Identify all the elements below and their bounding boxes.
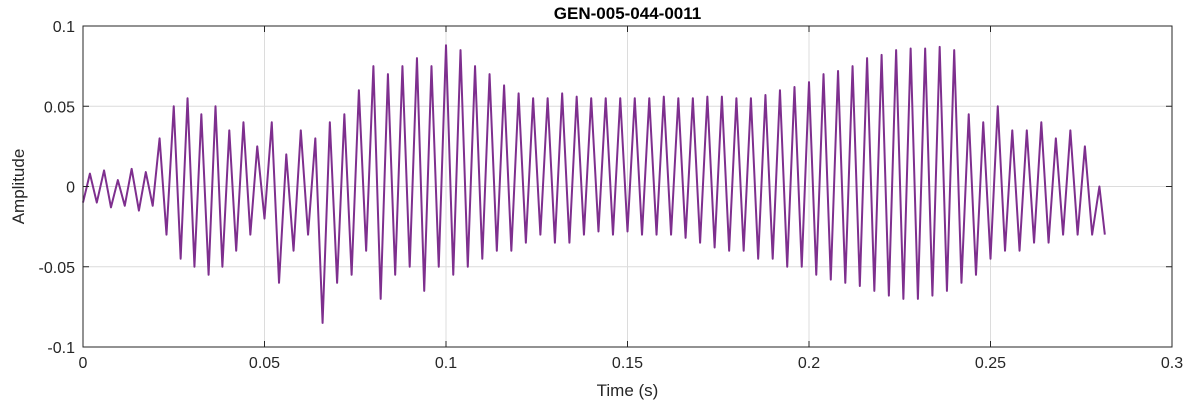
x-tick-label: 0 — [79, 355, 88, 372]
x-tick-label: 0.05 — [249, 355, 280, 372]
y-tick-label: -0.1 — [47, 340, 75, 357]
y-axis-label: Amplitude — [9, 149, 28, 225]
x-tick-label: 0.2 — [798, 355, 820, 372]
series-layer — [82, 44, 1106, 324]
chart-title: GEN-005-044-0011 — [554, 4, 701, 23]
x-tick-label: 0.15 — [612, 355, 643, 372]
ticks: 0 0.05 0.1 0.15 0.2 0.25 0.3 -0.1 -0.05 0 0.05 0.1 — [39, 19, 1184, 372]
y-tick-label: 0.05 — [44, 99, 75, 116]
waveform-line — [82, 44, 1106, 324]
x-tick-label: 0.25 — [975, 355, 1006, 372]
x-tick-label: 0.3 — [1161, 355, 1183, 372]
y-tick-label: -0.05 — [39, 260, 76, 277]
y-tick-label: 0 — [66, 180, 75, 197]
x-tick-label: 0.1 — [435, 355, 457, 372]
x-axis-label: Time (s) — [597, 381, 659, 400]
y-tick-label: 0.1 — [53, 19, 75, 36]
